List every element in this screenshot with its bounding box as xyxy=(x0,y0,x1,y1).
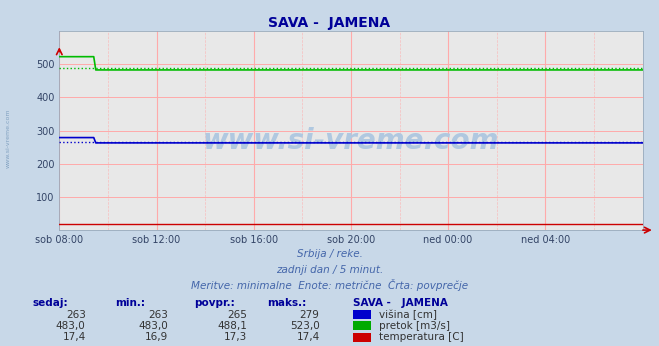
Text: maks.:: maks.: xyxy=(267,298,306,308)
Text: zadnji dan / 5 minut.: zadnji dan / 5 minut. xyxy=(276,265,383,275)
Text: min.:: min.: xyxy=(115,298,146,308)
Text: 263: 263 xyxy=(66,310,86,320)
Text: 523,0: 523,0 xyxy=(290,321,320,331)
Text: SAVA -   JAMENA: SAVA - JAMENA xyxy=(353,298,447,308)
Text: 17,4: 17,4 xyxy=(297,332,320,342)
Text: 488,1: 488,1 xyxy=(217,321,247,331)
Text: sedaj:: sedaj: xyxy=(33,298,69,308)
Text: 265: 265 xyxy=(227,310,247,320)
Text: 16,9: 16,9 xyxy=(145,332,168,342)
Text: 483,0: 483,0 xyxy=(56,321,86,331)
Text: 17,3: 17,3 xyxy=(224,332,247,342)
Text: Meritve: minimalne  Enote: metrične  Črta: povprečje: Meritve: minimalne Enote: metrične Črta:… xyxy=(191,280,468,291)
Text: višina [cm]: višina [cm] xyxy=(379,310,437,320)
Text: povpr.:: povpr.: xyxy=(194,298,235,308)
Text: www.si-vreme.com: www.si-vreme.com xyxy=(203,127,499,155)
Text: pretok [m3/s]: pretok [m3/s] xyxy=(379,321,450,331)
Text: temperatura [C]: temperatura [C] xyxy=(379,332,464,342)
Text: 263: 263 xyxy=(148,310,168,320)
Text: 483,0: 483,0 xyxy=(138,321,168,331)
Text: 279: 279 xyxy=(300,310,320,320)
Text: SAVA -  JAMENA: SAVA - JAMENA xyxy=(268,16,391,29)
Text: www.si-vreme.com: www.si-vreme.com xyxy=(5,109,11,168)
Text: 17,4: 17,4 xyxy=(63,332,86,342)
Text: Srbija / reke.: Srbija / reke. xyxy=(297,249,362,259)
